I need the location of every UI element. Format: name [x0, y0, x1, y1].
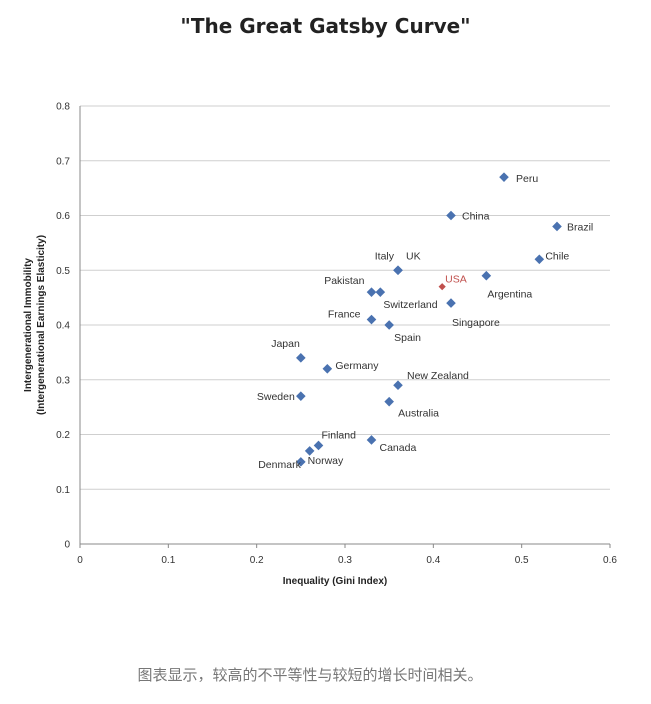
data-point-marker	[481, 270, 492, 281]
data-point-label: Denmark	[258, 459, 301, 471]
data-point-label: Italy	[375, 250, 395, 262]
data-point-marker	[296, 353, 306, 363]
y-tick-label: 0.3	[56, 375, 70, 386]
x-tick-label: 0.6	[603, 555, 617, 566]
y-axis-title-line1: Intergenerational Immobility	[23, 258, 34, 392]
data-point-marker	[366, 435, 377, 445]
y-tick-label: 0.1	[56, 485, 70, 496]
data-point-marker	[438, 283, 446, 291]
data-point-label: Switzerland	[383, 299, 437, 311]
x-tick-label: 0.2	[250, 555, 264, 566]
data-point-marker	[366, 287, 377, 297]
x-tick-label: 0.4	[426, 555, 440, 566]
data-point-marker	[446, 210, 456, 221]
data-point-marker	[384, 396, 394, 407]
data-point-marker	[313, 440, 324, 451]
chart-figure: "The Great Gatsby Curve" 0 0.1 0.2 0.3 0.4 0.…	[23, 14, 617, 588]
data-point-label: Canada	[380, 442, 417, 454]
y-axis-title-line2: (Intergenerational Earnings Elasticity)	[36, 235, 47, 415]
data-point-label: UK	[406, 250, 421, 262]
data-point-label: Spain	[394, 332, 421, 344]
data-point-marker	[499, 172, 509, 182]
data-point-marker	[304, 446, 315, 456]
data-point-label: Pakistan	[324, 275, 364, 287]
figure-caption: 图表显示，较高的不平等性与较短的增长时间相关。	[137, 666, 483, 684]
data-point-label: Sweden	[257, 391, 295, 403]
data-point-label: France	[328, 309, 361, 321]
data-point-label: China	[462, 211, 490, 223]
y-tick-label: 0.5	[56, 266, 70, 277]
x-tick-label: 0.5	[515, 555, 529, 566]
scatter-plot: 0 0.1 0.2 0.3 0.4 0.5 0.6 0.7 0.8 0 0.1 0.2 0.3 0.4 0.…	[23, 102, 617, 588]
data-point-label: Germany	[335, 360, 379, 372]
data-point-marker	[366, 314, 377, 325]
data-point-label: Australia	[398, 408, 439, 420]
x-axis-title: Inequality (Gini Index)	[283, 576, 387, 587]
data-point-marker	[296, 457, 306, 467]
data-point-marker	[552, 221, 562, 232]
y-tick-label: 0	[64, 540, 70, 551]
chart-title: "The Great Gatsby Curve"	[180, 14, 471, 38]
data-point-marker	[322, 364, 333, 374]
y-tick-label: 0.6	[56, 211, 70, 222]
data-point-marker	[375, 287, 386, 297]
data-point-label: Chile	[545, 250, 569, 262]
data-point-marker	[393, 265, 403, 276]
y-tick-label: 0.4	[56, 321, 70, 332]
data-point-marker	[534, 254, 545, 265]
data-point-label: Singapore	[452, 317, 500, 329]
data-point-label: Finland	[322, 429, 357, 441]
data-point-label: Japan	[271, 338, 300, 350]
x-tick-label: 0	[77, 555, 83, 566]
data-point-marker	[446, 298, 456, 308]
data-point-label: USA	[445, 274, 467, 286]
x-tick-label: 0.1	[161, 555, 175, 566]
y-tick-label: 0.7	[56, 156, 70, 167]
data-point-marker	[393, 380, 403, 391]
x-tick-label: 0.3	[338, 555, 352, 566]
data-point-marker	[384, 320, 394, 330]
y-tick-label: 0.2	[56, 430, 70, 441]
data-point-marker	[296, 391, 306, 401]
data-point-label: New Zealand	[407, 370, 469, 382]
data-point-label: Brazil	[567, 221, 593, 233]
data-point-label: Argentina	[487, 289, 532, 301]
data-point-label: Peru	[516, 173, 538, 185]
data-point-label: Norway	[308, 455, 344, 467]
y-tick-label: 0.8	[56, 102, 70, 113]
